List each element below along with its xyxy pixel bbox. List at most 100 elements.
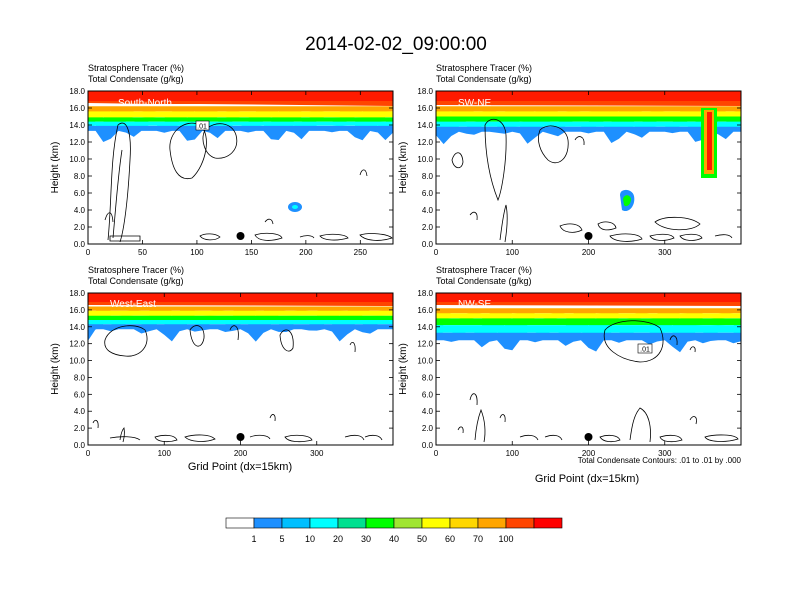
colorbar-label: 70 — [473, 534, 483, 544]
plot-area: SW-NE — [436, 91, 741, 244]
panel-label: NW-SE — [458, 299, 491, 310]
y-tick-label: 14.0 — [417, 323, 433, 332]
condensate-contours — [457, 320, 739, 443]
panel-title-condensate: Total Condensate (g/kg) — [436, 74, 532, 84]
colorbar-label: 1 — [251, 534, 256, 544]
tracer-band-100 — [88, 91, 393, 101]
panel-west-east: Stratosphere Tracer (%) Total Condensate… — [50, 265, 394, 473]
colorbar-label: 60 — [445, 534, 455, 544]
y-tick-label: 16.0 — [417, 306, 433, 315]
condensate-contours — [451, 118, 733, 243]
x-tick-label: 0 — [434, 449, 439, 458]
axes: 0.0 2.0 4.0 6.0 8.0 10.0 12.0 14.0 16.0 18.0 0 100 2… — [50, 289, 393, 458]
y-tick-label: 0.0 — [422, 240, 434, 249]
panel-south-north: Stratosphere Tracer (%) Total Condensate… — [50, 63, 394, 257]
panel-sw-ne: Stratosphere Tracer (%) Total Condensate… — [398, 63, 742, 257]
y-axis-label: Height (km) — [398, 142, 409, 194]
y-tick-label: 18.0 — [69, 289, 85, 298]
panel-title-tracer: Stratosphere Tracer (%) — [88, 265, 184, 275]
x-tick-label: 100 — [190, 248, 204, 257]
panel-label: SW-NE — [458, 98, 491, 109]
y-tick-label: 6.0 — [74, 390, 86, 399]
colorbar-label: 50 — [417, 534, 427, 544]
colorbar-swatch — [337, 517, 367, 529]
colorbar: 1 5 10 20 30 40 50 60 70 100 — [225, 517, 563, 544]
panel-title-tracer: Stratosphere Tracer (%) — [436, 265, 532, 275]
colorbar-swatch — [281, 517, 311, 529]
tracer-band-100 — [436, 91, 741, 101]
condensate-contours — [104, 122, 393, 243]
x-tick-label: 150 — [245, 248, 259, 257]
colorbar-swatch — [449, 517, 479, 529]
y-tick-label: 0.0 — [74, 441, 86, 450]
y-tick-label: 10.0 — [417, 155, 433, 164]
panel-label: South-North — [118, 98, 172, 109]
y-tick-label: 16.0 — [69, 104, 85, 113]
y-tick-label: 12.0 — [417, 138, 433, 147]
y-tick-label: 18.0 — [69, 87, 85, 96]
x-tick-label: 0 — [86, 449, 91, 458]
colorbar-swatch — [533, 517, 563, 529]
colorbar-label: 100 — [498, 534, 513, 544]
x-tick-label: 250 — [354, 248, 368, 257]
panel-label: West-East — [110, 299, 156, 310]
colorbar-swatch — [309, 517, 339, 529]
colorbar-label: 5 — [279, 534, 284, 544]
y-tick-label: 4.0 — [422, 206, 434, 215]
figure-title: 2014-02-02_09:00:00 — [305, 34, 487, 55]
x-tick-label: 300 — [658, 248, 672, 257]
x-tick-label: 0 — [434, 248, 439, 257]
x-tick-label: 300 — [658, 449, 672, 458]
panel-title-tracer: Stratosphere Tracer (%) — [436, 63, 532, 73]
y-tick-label: 12.0 — [417, 340, 433, 349]
y-tick-label: 4.0 — [74, 206, 86, 215]
tracer-layer-10 — [88, 121, 393, 136]
x-tick-label: 100 — [158, 449, 172, 458]
x-tick-label: 200 — [234, 449, 248, 458]
x-tick-label: 0 — [86, 248, 91, 257]
location-marker — [584, 232, 593, 240]
y-axis-label: Height (km) — [50, 142, 61, 194]
tracer-layer-70 — [436, 106, 741, 115]
y-axis-label: Height (km) — [398, 343, 409, 395]
x-tick-label: 50 — [138, 248, 147, 257]
colorbar-swatch — [253, 517, 283, 529]
colorbar-label: 30 — [361, 534, 371, 544]
panel-title-condensate: Total Condensate (g/kg) — [88, 276, 184, 286]
tracer-layer-50 — [88, 111, 393, 123]
y-tick-label: 14.0 — [69, 121, 85, 130]
y-tick-label: 8.0 — [74, 373, 86, 382]
y-tick-label: 18.0 — [417, 87, 433, 96]
y-tick-label: 8.0 — [422, 373, 434, 382]
y-tick-label: 12.0 — [69, 340, 85, 349]
y-tick-label: 12.0 — [69, 138, 85, 147]
y-tick-label: 2.0 — [74, 424, 86, 433]
y-tick-label: 2.0 — [74, 223, 86, 232]
axes: 0.0 2.0 4.0 6.0 8.0 10.0 12.0 14.0 16.0 18.0 0 50 10… — [50, 87, 393, 257]
plot-area: .01 South-North — [88, 91, 393, 244]
colorbar-swatch — [477, 517, 507, 529]
x-tick-label: 300 — [310, 449, 324, 458]
colorbar-swatch — [393, 517, 423, 529]
tracer-layer-10 — [88, 320, 393, 334]
axes: 0.0 2.0 4.0 6.0 8.0 10.0 12.0 14.0 16.0 18.0 0 100 2… — [398, 87, 741, 257]
tracer-layer-5 — [88, 125, 393, 142]
tracer-band-100 — [436, 293, 741, 302]
x-tick-label: 200 — [582, 449, 596, 458]
location-marker — [584, 433, 593, 441]
contour-label: .01 — [197, 124, 207, 131]
colorbar-swatch — [225, 517, 255, 529]
y-tick-label: 4.0 — [74, 407, 86, 416]
panel-nw-se: Stratosphere Tracer (%) Total Condensate… — [398, 265, 742, 485]
colorbar-label: 20 — [333, 534, 343, 544]
y-tick-label: 0.0 — [74, 240, 86, 249]
colorbar-swatch — [421, 517, 451, 529]
y-tick-label: 16.0 — [417, 104, 433, 113]
y-tick-label: 8.0 — [422, 172, 434, 181]
y-tick-label: 6.0 — [422, 189, 434, 198]
y-tick-label: 2.0 — [422, 424, 434, 433]
y-tick-label: 10.0 — [417, 357, 433, 366]
colorbar-label: 40 — [389, 534, 399, 544]
y-tick-label: 14.0 — [417, 121, 433, 130]
